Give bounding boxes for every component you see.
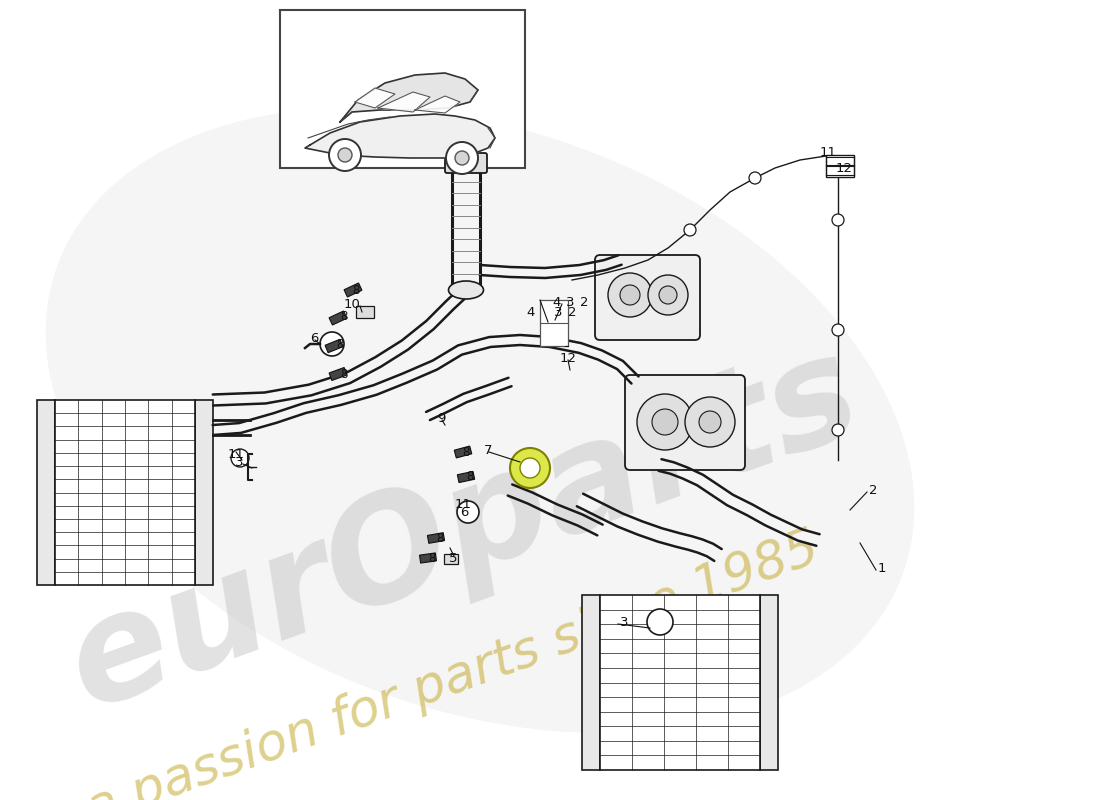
Text: 5: 5	[449, 551, 458, 565]
Text: 2: 2	[568, 306, 576, 318]
Text: 4: 4	[526, 306, 535, 318]
Bar	[428, 533, 444, 543]
Text: a passion for parts since 1985: a passion for parts since 1985	[80, 524, 826, 800]
Bar	[329, 367, 346, 381]
Text: 2: 2	[580, 295, 588, 309]
Bar	[458, 471, 475, 482]
Circle shape	[648, 275, 688, 315]
Text: 3: 3	[566, 295, 574, 309]
Bar	[280, 10, 525, 168]
Circle shape	[832, 324, 844, 336]
Text: 3: 3	[620, 615, 628, 629]
Text: 2: 2	[869, 483, 878, 497]
Polygon shape	[340, 73, 478, 122]
Text: 7: 7	[484, 443, 493, 457]
FancyBboxPatch shape	[446, 153, 487, 173]
Text: 6: 6	[310, 331, 318, 345]
Text: 11: 11	[228, 447, 245, 461]
Circle shape	[510, 448, 550, 488]
Bar	[419, 553, 437, 563]
Bar	[344, 283, 362, 297]
Bar	[37, 400, 55, 585]
Bar	[55, 400, 195, 585]
Circle shape	[652, 409, 678, 435]
Bar	[356, 306, 374, 318]
Ellipse shape	[449, 281, 484, 299]
Text: 8: 8	[436, 531, 443, 545]
Bar	[540, 300, 568, 346]
Bar	[760, 595, 778, 770]
Bar	[826, 155, 854, 177]
Circle shape	[455, 151, 469, 165]
Circle shape	[320, 332, 344, 356]
Text: 9: 9	[437, 411, 446, 425]
FancyBboxPatch shape	[625, 375, 745, 470]
Circle shape	[456, 501, 478, 523]
Polygon shape	[355, 88, 395, 108]
Circle shape	[520, 458, 540, 478]
Circle shape	[608, 273, 652, 317]
Circle shape	[446, 142, 478, 174]
Bar	[326, 339, 343, 353]
Ellipse shape	[46, 107, 914, 733]
Bar	[444, 554, 458, 564]
Text: 8: 8	[340, 310, 348, 322]
Circle shape	[329, 139, 361, 171]
FancyBboxPatch shape	[595, 255, 700, 340]
Circle shape	[338, 148, 352, 162]
Circle shape	[620, 285, 640, 305]
Text: 11: 11	[455, 498, 472, 510]
Text: 10: 10	[344, 298, 361, 310]
Text: 6: 6	[460, 506, 469, 518]
Text: 8: 8	[466, 470, 473, 482]
Bar	[454, 446, 472, 458]
Circle shape	[749, 172, 761, 184]
Circle shape	[832, 424, 844, 436]
Circle shape	[832, 214, 844, 226]
Text: 8: 8	[352, 283, 360, 297]
Text: 12: 12	[836, 162, 852, 174]
Circle shape	[685, 397, 735, 447]
Text: 3: 3	[235, 455, 243, 469]
Circle shape	[659, 286, 676, 304]
Text: 12: 12	[560, 351, 578, 365]
Circle shape	[698, 411, 720, 433]
Bar	[329, 311, 346, 325]
Circle shape	[684, 224, 696, 236]
Text: 11: 11	[820, 146, 837, 158]
Polygon shape	[305, 114, 495, 158]
Text: eurOparts: eurOparts	[50, 322, 879, 738]
Bar	[582, 595, 600, 770]
Text: 8: 8	[428, 551, 436, 565]
Text: 8: 8	[340, 367, 348, 381]
Polygon shape	[378, 92, 430, 112]
Polygon shape	[415, 96, 460, 113]
Bar	[195, 400, 213, 585]
Text: 1: 1	[878, 562, 887, 574]
Circle shape	[647, 609, 673, 635]
Circle shape	[231, 449, 249, 467]
Text: 8: 8	[336, 338, 343, 350]
Text: 8: 8	[462, 446, 470, 458]
Bar	[600, 595, 760, 770]
Text: 3: 3	[554, 306, 562, 318]
Text: 4: 4	[552, 295, 560, 309]
Circle shape	[637, 394, 693, 450]
